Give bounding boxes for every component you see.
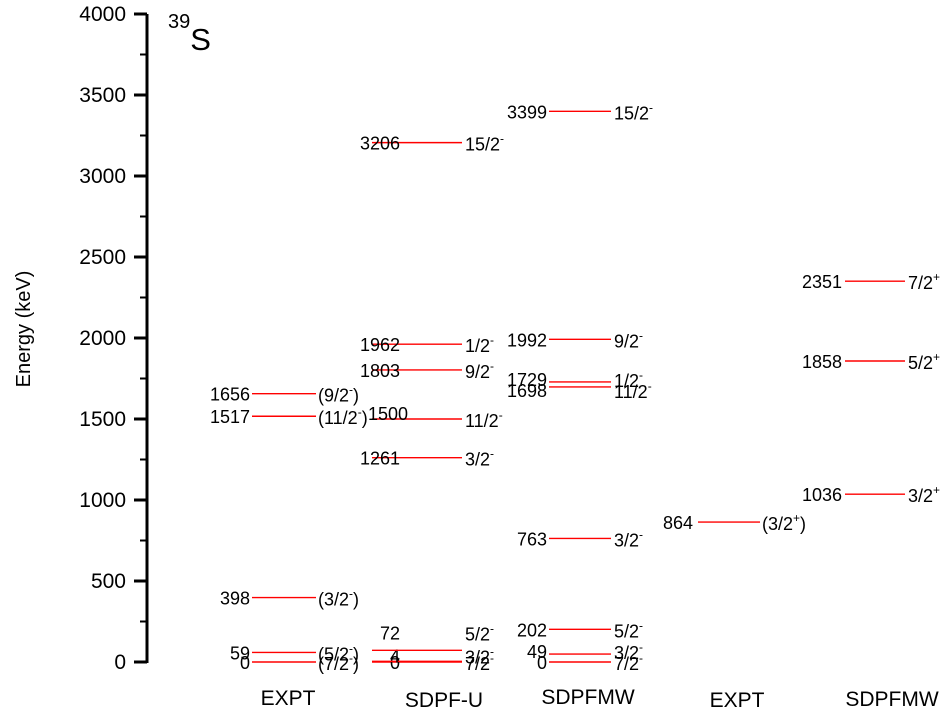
y-tick-label: 500 (91, 570, 126, 593)
level-energy-label: 4 (390, 646, 400, 666)
column-label: SDPFMW (845, 688, 939, 711)
y-axis: 0 500 1000 1500 2000 2500 3000 3500 4000 (79, 3, 149, 674)
level-energy-label: 1500 (368, 404, 408, 424)
level-spin-label: 5/2- (465, 621, 494, 644)
level-energy-label: 1698 (507, 381, 547, 401)
level-energy-label: 1261 (360, 449, 400, 469)
level-energy-label: 1517 (210, 407, 250, 427)
level-energy-label: 1656 (210, 385, 250, 405)
y-tick-label: 3500 (79, 84, 126, 107)
level-energy-label: 49 (527, 642, 547, 662)
column-label: EXPT (710, 689, 765, 712)
level-spin-label: 3/2- (465, 447, 494, 470)
level-spin-label: (7/2-) (318, 651, 359, 674)
chart-title-superscript: 39 (168, 11, 190, 33)
level-spin-label: 5/2+ (908, 350, 940, 373)
level-spin-label: 7/2- (614, 651, 643, 674)
level-spin-label: 3/2- (614, 527, 643, 550)
y-tick-label: 1500 (79, 408, 126, 431)
chart-title: 39S (168, 11, 211, 57)
y-tick-label: 0 (114, 651, 126, 674)
level-energy-label: 1036 (802, 485, 842, 505)
chart-title-symbol: S (190, 22, 211, 57)
column-label: SDPF-U (405, 689, 483, 712)
level-energy-label: 72 (380, 623, 400, 643)
level-spin-label: 7/2- (465, 651, 494, 674)
level-spin-label: 9/2- (614, 328, 643, 351)
level-spin-label: 1/2- (465, 333, 494, 356)
y-tick-label: 2000 (79, 327, 126, 350)
level-spin-label: 15/2- (465, 132, 504, 155)
level-spin-label: (3/2+) (762, 511, 806, 534)
level-energy-label: 2351 (802, 272, 842, 292)
level-spin-label: 3/2- (465, 644, 494, 667)
level-energy-label: 398 (220, 589, 250, 609)
level-spin-label: 7/2+ (908, 270, 940, 293)
level-energy-label: 202 (517, 620, 547, 640)
level-spin-label: 11/2- (614, 379, 652, 402)
level-column: 0 (7/2-) 59 (5/2-) 398 (3/2-) 1517 (11/2-) 1656 (… (210, 383, 368, 710)
level-energy-label: 1803 (360, 361, 400, 381)
level-spin-label: (11/2-) (318, 405, 368, 428)
level-energy-label: 763 (517, 529, 547, 549)
column-label: EXPT (261, 687, 316, 710)
y-tick-label: 4000 (79, 3, 126, 26)
level-spin-label: 3/2- (614, 640, 643, 663)
level-energy-label: 0 (390, 653, 400, 673)
level-energy-label: 3399 (507, 102, 547, 122)
level-column: 0 7/2- 4 3/2- 72 5/2- 1261 3/2- 1500 11/2- 1803 9/2… (360, 132, 504, 712)
level-energy-label: 59 (230, 643, 250, 663)
level-energy-label: 0 (240, 653, 250, 673)
level-spin-label: 5/2- (614, 618, 643, 641)
level-spin-label: (9/2-) (318, 383, 359, 406)
level-spin-label: 3/2+ (908, 483, 940, 506)
level-spin-label: 11/2- (465, 408, 503, 431)
level-spin-label: 1/2- (614, 368, 643, 391)
y-tick-label: 3000 (79, 165, 126, 188)
level-column: 1036 3/2+ 1858 5/2+ 2351 7/2+ SDPFMW (802, 270, 940, 711)
level-energy-label: 1992 (507, 330, 547, 350)
y-tick-label: 2500 (79, 246, 126, 269)
level-energy-label: 864 (663, 513, 693, 533)
level-energy-label: 0 (537, 653, 547, 673)
level-spin-label: 9/2- (465, 359, 494, 382)
level-groups: 0 (7/2-) 59 (5/2-) 398 (3/2-) 1517 (11/2-) 1656 (… (210, 100, 940, 712)
y-tick-label: 1000 (79, 489, 126, 512)
level-spin-label: (3/2-) (318, 587, 359, 610)
level-column: 864 (3/2+) EXPT (663, 511, 806, 712)
level-column: 0 7/2- 49 3/2- 202 5/2- 763 3/2- 1698 11/2- 1729 1/… (507, 100, 653, 709)
level-spin-label: (5/2-) (318, 641, 359, 664)
column-label: SDPFMW (541, 686, 635, 709)
level-energy-label: 1962 (360, 335, 400, 355)
y-axis-label: Energy (keV) (13, 271, 35, 388)
level-energy-label: 3206 (360, 134, 400, 154)
level-energy-label: 1858 (802, 352, 842, 372)
level-energy-label: 1729 (507, 370, 547, 390)
level-spin-label: 15/2- (614, 100, 653, 123)
